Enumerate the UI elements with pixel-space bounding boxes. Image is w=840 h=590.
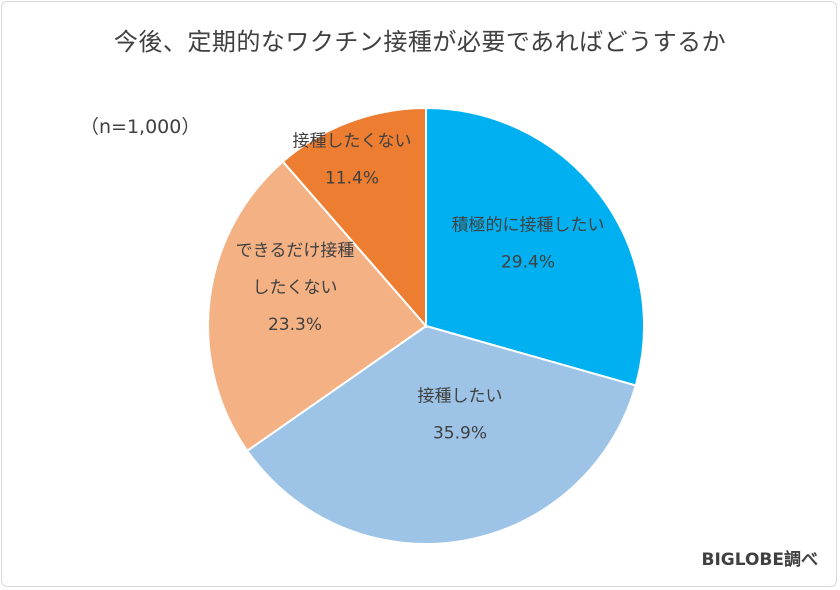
sample-size-label: （n=1,000） [80,116,201,138]
slice-category-label-1: 接種したい [418,387,503,407]
slice-category-label-0: 積極的に接種したい [452,216,605,236]
slice-category-label-2: したくない [253,278,338,298]
slice-value-label-0: 29.4% [501,253,555,273]
pie-slice-3 [281,106,427,329]
pie-slice-1 [245,324,637,545]
pie-slice-0 [425,106,645,387]
slice-category-label-2: できるだけ接種 [236,241,355,261]
slice-value-label-1: 35.9% [433,424,487,444]
slice-value-label-2: 23.3% [268,315,322,335]
source-label: BIGLOBE調べ [701,550,819,570]
slice-category-label-3: 接種したくない [293,132,412,152]
chart-title: 今後、定期的なワクチン接種が必要であればどうするか [113,28,727,56]
slice-value-label-3: 11.4% [325,169,379,189]
pie-slice-2 [207,160,428,453]
